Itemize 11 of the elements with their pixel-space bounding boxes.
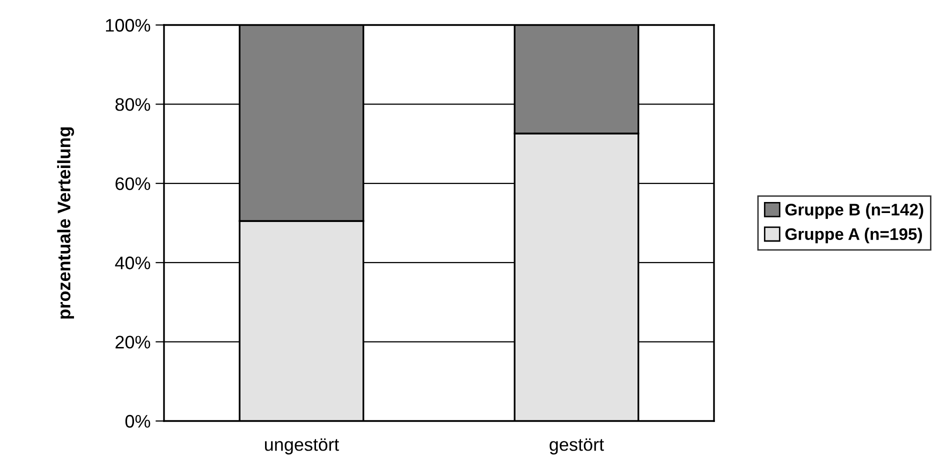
- y-tick-label: 40%: [115, 256, 150, 270]
- x-tick-label: gestört: [550, 438, 604, 454]
- y-axis-title: prozentuale Verteilung: [57, 127, 74, 319]
- legend-label: Gruppe A (n=195): [785, 228, 922, 244]
- x-tick-label: ungestört: [265, 438, 340, 454]
- legend-label: Gruppe B (n=142): [785, 203, 924, 219]
- y-tick-label: 20%: [116, 336, 150, 349]
- y-tick-label: 100%: [106, 18, 150, 32]
- y-tick-label: 80%: [115, 98, 150, 111]
- y-tick-label: 60%: [116, 177, 150, 190]
- y-tick-label: 0%: [125, 414, 150, 428]
